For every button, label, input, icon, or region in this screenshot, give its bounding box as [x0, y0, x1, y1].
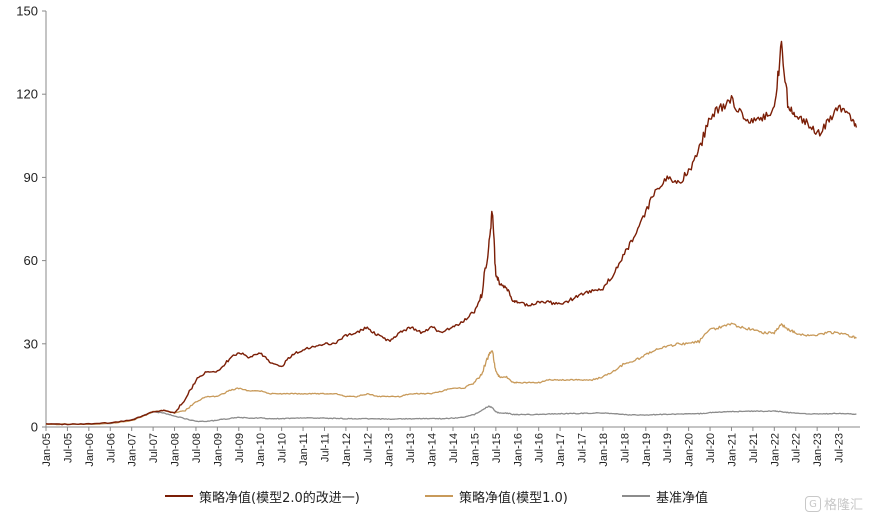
legend-swatch-strategy-v2: [165, 495, 193, 497]
x-tick-label: Jan-07: [127, 433, 139, 467]
x-tick-label: Jul-21: [748, 433, 760, 463]
x-tick-label: Jul-06: [105, 433, 117, 463]
x-tick-label: Jul-13: [405, 433, 417, 463]
series-line-1: [45, 322, 857, 426]
x-tick-label: Jan-06: [84, 433, 96, 467]
legend-item-benchmark: 基准净值: [622, 486, 708, 506]
x-tick-label: Jul-09: [234, 433, 246, 463]
chart-legend: 策略净值(模型2.0的改进一) 策略净值(模型1.0) 基准净值: [0, 486, 871, 508]
chart-series-layer: [45, 40, 858, 426]
x-tick-label: Jul-19: [662, 433, 674, 463]
x-tick-label: Jan-08: [170, 433, 182, 467]
x-tick-label: Jan-11: [298, 433, 310, 466]
legend-item-strategy-v2: 策略净值(模型2.0的改进一): [165, 486, 360, 506]
x-tick-label: Jan-14: [427, 433, 439, 467]
legend-item-strategy-v1: 策略净值(模型1.0): [425, 486, 568, 506]
x-tick-label: Jan-18: [598, 433, 610, 467]
x-tick-label: Jan-13: [384, 433, 396, 467]
x-tick-label: Jan-20: [684, 433, 696, 467]
watermark-logo-icon: G: [804, 495, 821, 512]
x-tick-label: Jul-18: [619, 433, 631, 463]
y-tick-label: 30: [24, 336, 38, 351]
legend-swatch-strategy-v1: [425, 495, 453, 497]
series-line-0: [45, 40, 858, 426]
watermark-text: 格隆汇: [823, 498, 863, 513]
x-tick-label: Jul-05: [62, 433, 74, 463]
x-tick-label: Jan-23: [812, 433, 824, 467]
x-tick-label: Jul-16: [534, 433, 546, 463]
y-tick-label: 150: [16, 4, 38, 19]
x-tick-label: Jan-16: [512, 433, 524, 467]
x-tick-label: Jan-10: [255, 433, 267, 467]
x-tick-label: Jul-07: [148, 433, 160, 463]
x-tick-label: Jul-08: [191, 433, 203, 463]
watermark: G 格隆汇: [804, 494, 863, 513]
chart-axes: 0 30 60 90 120 150 Jan-05 Jul-05 Jan-06 Jul-06 Jan…: [16, 4, 860, 467]
x-tick-label: Jul-23: [834, 433, 846, 463]
x-tick-label: Jul-10: [277, 433, 289, 463]
x-tick-label: Jan-21: [726, 433, 738, 467]
x-tick-label: Jan-19: [641, 433, 653, 467]
legend-label-strategy-v2: 策略净值(模型2.0的改进一): [199, 490, 360, 506]
x-tick-label: Jul-20: [705, 433, 717, 463]
x-tick-label: Jan-17: [555, 433, 567, 467]
legend-label-strategy-v1: 策略净值(模型1.0): [459, 490, 568, 506]
chart-canvas: 0 30 60 90 120 150 Jan-05 Jul-05 Jan-06 Jul-06 Jan…: [16, 4, 860, 467]
x-tick-label: Jul-17: [577, 433, 589, 463]
x-tick-label: Jan-09: [212, 433, 224, 467]
x-tick-label: Jul-14: [448, 433, 460, 463]
y-tick-label: 0: [31, 420, 38, 435]
x-tick-label: Jan-05: [41, 433, 53, 467]
legend-swatch-benchmark: [622, 495, 650, 497]
x-tick-label: Jul-15: [491, 433, 503, 463]
x-tick-label: Jan-22: [769, 433, 781, 467]
x-tick-label: Jul-22: [791, 433, 803, 463]
y-tick-label: 90: [24, 170, 38, 185]
x-tick-label: Jul-12: [362, 433, 374, 463]
legend-label-benchmark: 基准净值: [656, 490, 709, 506]
y-tick-label: 120: [16, 87, 38, 102]
y-tick-label: 60: [24, 253, 38, 268]
series-line-2: [45, 405, 857, 426]
x-tick-label: Jul-11: [319, 433, 331, 462]
x-tick-label: Jan-15: [469, 433, 481, 467]
x-tick-label: Jan-12: [341, 433, 353, 467]
